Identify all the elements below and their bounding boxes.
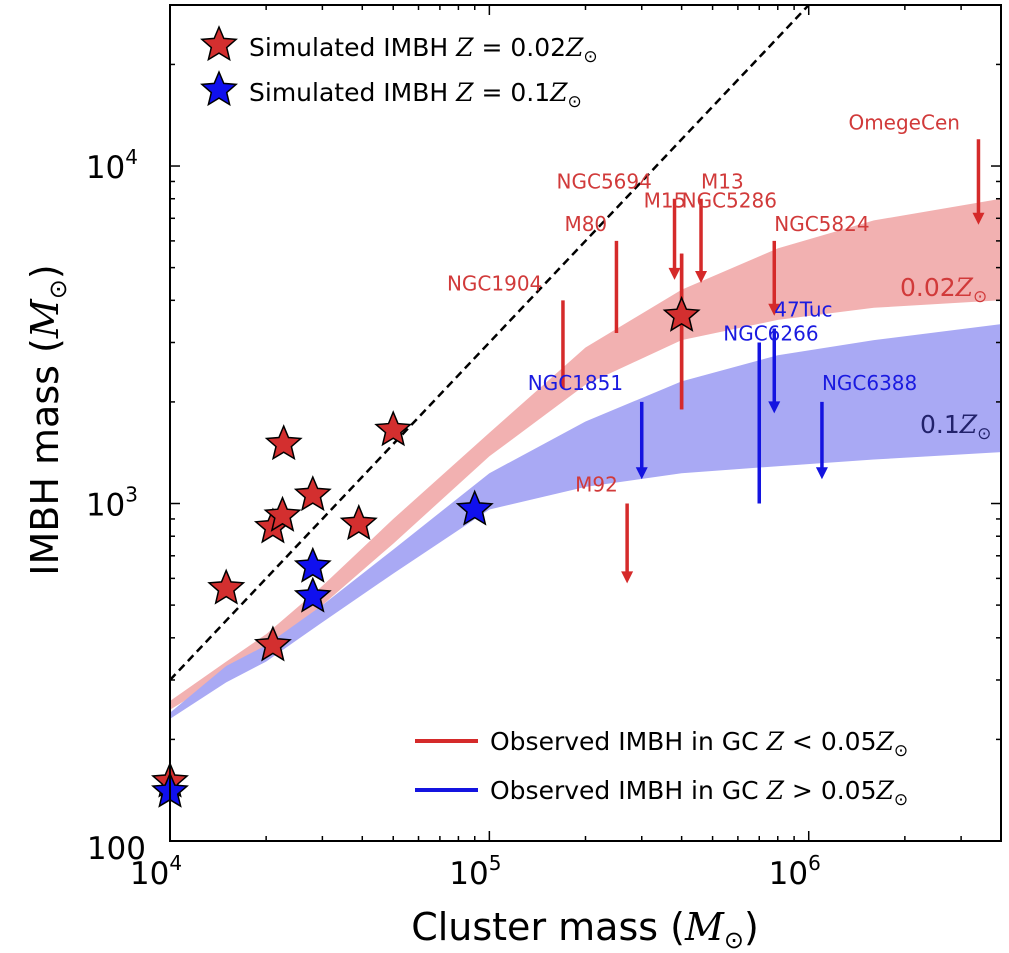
band-label-002: 0.02Z⊙ xyxy=(900,273,987,307)
legend-star-1 xyxy=(200,70,238,107)
band-label-01: 0.1Z⊙ xyxy=(920,410,991,444)
observed-label-NGC6266: NGC6266 xyxy=(723,321,818,345)
simulated-star-s0-p5 xyxy=(264,424,303,461)
legend-observed: Observed IMBH in GC Z < 0.05Z⊙ Observed … xyxy=(415,727,908,810)
observed-arrowhead-M92 xyxy=(621,571,634,584)
observed-arrowhead-47Tuc xyxy=(768,401,781,414)
simulated-star-s0-p8 xyxy=(374,410,413,447)
observed-label-NGC5824: NGC5824 xyxy=(774,212,869,236)
observed-label-NGC6388: NGC6388 xyxy=(822,371,917,395)
observed-arrowhead-NGC5694 xyxy=(668,267,681,280)
x-tick-label: 105 xyxy=(449,851,501,892)
simulated-star-s0-p2 xyxy=(253,625,292,662)
legend-observed-low-z: Observed IMBH in GC Z < 0.05Z⊙ xyxy=(490,727,908,761)
one-to-one-line-layer xyxy=(170,5,810,681)
observed-label-NGC5286: NGC5286 xyxy=(682,189,777,213)
simulated-star-s1-p2 xyxy=(293,576,332,613)
observed-label-M80: M80 xyxy=(564,212,607,236)
simulated-star-s1-p1 xyxy=(293,546,332,583)
observed-arrowhead-NGC5824 xyxy=(768,303,781,316)
axis-tick-labels: 104 105 106 100 103 104 xyxy=(86,145,821,892)
observed-label-NGC1904: NGC1904 xyxy=(447,271,542,295)
x-tick-label: 106 xyxy=(769,851,821,892)
observed-arrowhead-NGC6388 xyxy=(815,467,828,480)
observed-label-NGC5694: NGC5694 xyxy=(557,170,652,194)
one-to-one-line xyxy=(170,5,810,681)
observed-label-NGC1851: NGC1851 xyxy=(528,371,623,395)
axis-ticks xyxy=(169,4,1002,842)
band-1 xyxy=(170,324,1001,719)
x-tick-label: 104 xyxy=(130,851,182,892)
observed-label-OmegeCen: OmegeCen xyxy=(848,110,959,134)
observed-arrowhead-NGC1851 xyxy=(635,467,648,480)
y-tick-label: 100 xyxy=(87,831,146,867)
simulated-star-s0-p1 xyxy=(207,568,246,605)
legend-simulated: Simulated IMBH Z = 0.02Z⊙ Simulated IMBH… xyxy=(200,25,598,112)
x-axis-title: Cluster mass (M⊙) xyxy=(411,905,759,953)
simulated-imbh-layer xyxy=(151,295,701,808)
observed-label-47Tuc: 47Tuc xyxy=(774,298,832,322)
simulated-star-s0-p9 xyxy=(662,295,701,332)
y-tick-label: 104 xyxy=(86,145,138,186)
observed-label-M92: M92 xyxy=(575,473,618,497)
simulated-star-s0-p7 xyxy=(339,503,378,541)
observed-arrowhead-OmegeCen xyxy=(972,212,985,225)
observed-imbh-layer xyxy=(561,139,985,584)
y-axis-title: IMBH mass (M⊙) xyxy=(23,264,72,575)
observed-arrowhead-M13 xyxy=(695,271,708,284)
observed-label-M13: M13 xyxy=(701,170,744,194)
metallicity-bands xyxy=(170,198,1001,719)
legend-star-0 xyxy=(200,25,238,62)
band-0 xyxy=(170,198,1001,710)
observed-label-M15: M15 xyxy=(644,189,687,213)
simulated-star-s0-p6 xyxy=(293,475,332,512)
y-tick-label: 103 xyxy=(86,483,138,524)
simulated-star-s1-p3 xyxy=(455,489,494,526)
legend-simulated-01: Simulated IMBH Z = 0.1Z⊙ xyxy=(249,78,582,112)
legend-simulated-002: Simulated IMBH Z = 0.02Z⊙ xyxy=(249,33,598,67)
simulated-star-s0-p4 xyxy=(263,495,302,532)
legend-observed-high-z: Observed IMBH in GC Z > 0.05Z⊙ xyxy=(490,776,908,810)
